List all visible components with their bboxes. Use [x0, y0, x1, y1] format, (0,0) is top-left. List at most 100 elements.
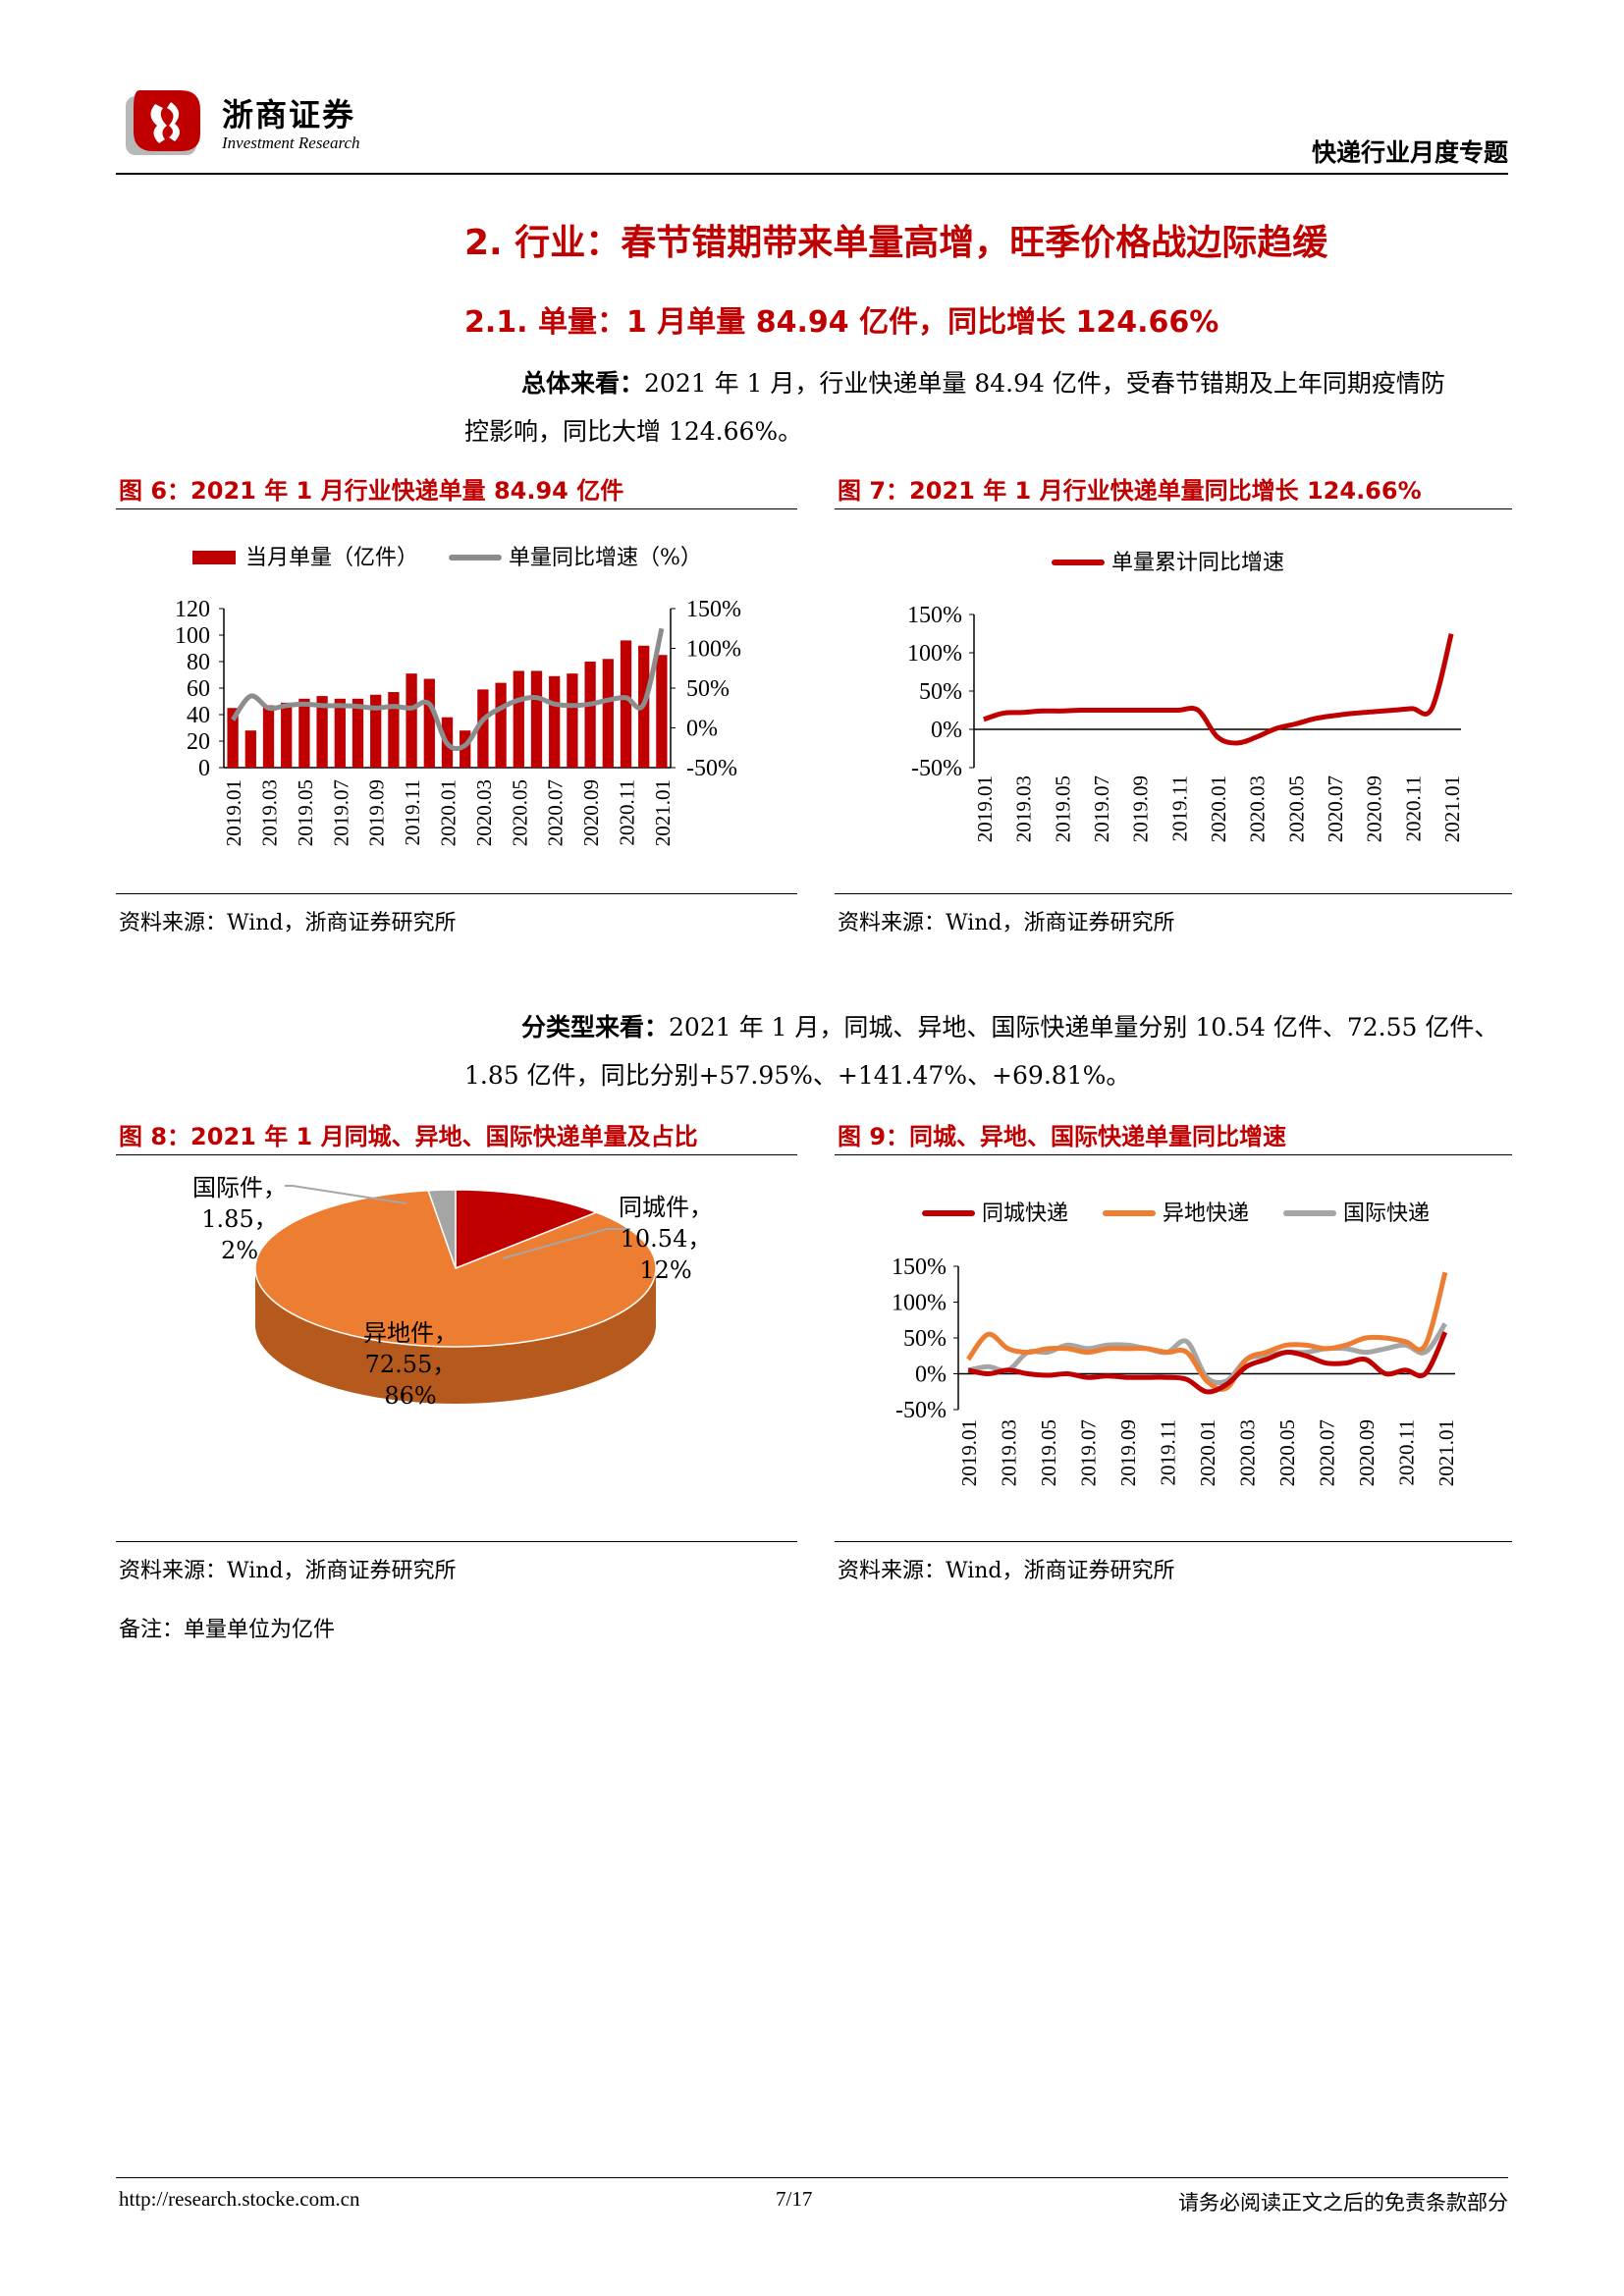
y-tick-label-right: 50% [686, 676, 730, 702]
series-line [967, 1331, 1448, 1395]
bar [262, 705, 275, 768]
y-tick-label: 150% [907, 603, 962, 628]
x-tick-label: 2019.03 [1012, 775, 1036, 842]
y-tick-label: 50% [919, 679, 962, 705]
bar [530, 670, 543, 768]
header-rule [116, 173, 1508, 175]
x-tick-label: 2019.09 [365, 779, 389, 846]
bar [656, 655, 668, 768]
logo-cn: 浙商证券 [222, 96, 356, 133]
report-title: 快递行业月度专题 [1311, 138, 1508, 167]
x-tick-label: 2020.01 [1196, 1419, 1219, 1486]
bar [244, 730, 256, 768]
y-tick-label-left: 120 [175, 597, 210, 622]
paragraph-by-type: 分类型来看：2021 年 1 月，同城、异地、国际快递单量分别 10.54 亿件… [464, 1003, 1515, 1099]
bar [281, 702, 293, 768]
x-tick-label: 2019.03 [998, 1419, 1021, 1486]
x-tick-label: 2019.01 [973, 775, 997, 842]
bar [460, 730, 471, 768]
y-tick-label: 100% [907, 641, 962, 667]
paragraph-text: 控影响，同比大增 124.66%。 [464, 417, 803, 446]
bar [227, 708, 239, 768]
y-tick-label: -50% [895, 1398, 947, 1423]
figure-title: 图 9：同城、异地、国际快递单量同比增速 [838, 1123, 1287, 1150]
x-tick-label: 2020.01 [1207, 775, 1230, 842]
bar [388, 692, 400, 768]
figure-title: 图 7：2021 年 1 月行业快递单量同比增长 124.66% [838, 477, 1422, 505]
figure-title: 图 8：2021 年 1 月同城、异地、国际快递单量及占比 [119, 1123, 698, 1150]
x-tick-label: 2019.05 [294, 779, 317, 846]
x-tick-label: 2020.01 [437, 779, 460, 846]
x-tick-label: 2020.09 [1363, 775, 1386, 842]
figure-source: 资料来源：Wind，浙商证券研究所 [838, 1559, 1175, 1583]
bar [334, 698, 346, 768]
paragraph-lead: 分类型来看： [521, 1013, 670, 1041]
footer-disclaimer: 请务必阅读正文之后的免责条款部分 [1178, 2191, 1508, 2215]
leader-line [502, 1228, 630, 1259]
x-tick-label: 2020.09 [1355, 1419, 1379, 1486]
bar [477, 689, 489, 768]
logo: 浙商证券 Investment Research [120, 82, 360, 161]
y-tick-label: 150% [892, 1255, 947, 1280]
y-tick-label-left: 40 [187, 703, 210, 728]
pie-label: 同城件， [619, 1194, 713, 1221]
y-tick-label-left: 100 [175, 623, 210, 649]
bar [370, 694, 382, 768]
y-tick-label: 100% [892, 1291, 947, 1316]
y-tick-label: 50% [903, 1326, 947, 1352]
pie-label: 1.85， [201, 1205, 277, 1233]
legend-label: 同城快递 [982, 1201, 1068, 1226]
legend-label: 国际快递 [1343, 1201, 1430, 1226]
figure-source: 资料来源：Wind，浙商证券研究所 [838, 911, 1175, 935]
bar [352, 698, 364, 768]
y-tick-label-left: 80 [187, 650, 210, 675]
series-line [983, 633, 1454, 746]
x-tick-label: 2020.03 [1235, 1419, 1259, 1486]
x-tick-label: 2019.03 [258, 779, 282, 846]
x-tick-label: 2019.01 [222, 779, 245, 846]
pie-label: 国际件， [192, 1174, 287, 1201]
pie-label: 72.55， [365, 1351, 457, 1378]
footer-url[interactable]: http://research.stocke.com.cn [119, 2187, 360, 2211]
figure-source: 资料来源：Wind，浙商证券研究所 [119, 1559, 457, 1583]
pie-label: 86% [384, 1382, 436, 1410]
legend-label: 异地快递 [1163, 1201, 1249, 1226]
note: 备注：单量单位为亿件 [119, 1618, 336, 1642]
chart-fig7: 单量累计同比增速 -50% 0% 50% 100% 150% 2019.01 2019.03 2… [907, 551, 1464, 842]
x-tick-label: 2020.11 [1394, 1419, 1418, 1485]
bar [549, 675, 561, 768]
y-tick-label-left: 20 [187, 729, 210, 755]
paragraph-text: 1.85 亿件，同比分别+57.95%、+141.47%、+69.81%。 [464, 1061, 1131, 1090]
y-tick-label-right: 150% [686, 597, 741, 622]
legend-label: 单量同比增速（%） [509, 546, 702, 570]
bar [567, 673, 578, 768]
x-tick-label: 2019.11 [1157, 1419, 1180, 1485]
x-tick-label: 2019.09 [1116, 1419, 1140, 1486]
x-tick-label: 2020.03 [1246, 775, 1270, 842]
bar [298, 698, 310, 768]
page-number: 7/17 [776, 2187, 813, 2211]
y-tick-label: 0% [915, 1362, 947, 1388]
footer-rule [116, 2177, 1508, 2178]
pie-label: 10.54， [621, 1225, 712, 1253]
figure-title-rule [835, 508, 1512, 509]
paragraph-overall: 总体来看：2021 年 1 月，行业快递单量 84.94 亿件，受春节错期及上年… [464, 359, 1515, 455]
bar [406, 673, 417, 768]
x-tick-label: 2019.07 [1090, 775, 1113, 842]
chart-fig9: 同城快递 异地快递 国际快递 -50% 0% 50% 100% 150% 2019.01 2019… [892, 1201, 1458, 1486]
x-tick-label: 2019.07 [1077, 1419, 1101, 1486]
y-tick-label-right: 0% [686, 717, 718, 742]
x-tick-label: 2019.09 [1129, 775, 1153, 842]
logo-en: Investment Research [222, 133, 360, 152]
y-tick-label: 0% [931, 718, 962, 743]
bar [584, 662, 596, 768]
subsection-heading: 2.1. 单量：1 月单量 84.94 亿件，同比增长 124.66% [464, 305, 1219, 340]
x-tick-label: 2019.11 [1167, 775, 1191, 841]
leader-line [285, 1185, 407, 1204]
x-tick-label: 2021.01 [651, 779, 675, 846]
paragraph-lead: 总体来看： [521, 369, 645, 398]
x-tick-label: 2019.11 [401, 779, 424, 845]
bar [513, 670, 524, 768]
pie-slice-side [255, 1268, 656, 1404]
